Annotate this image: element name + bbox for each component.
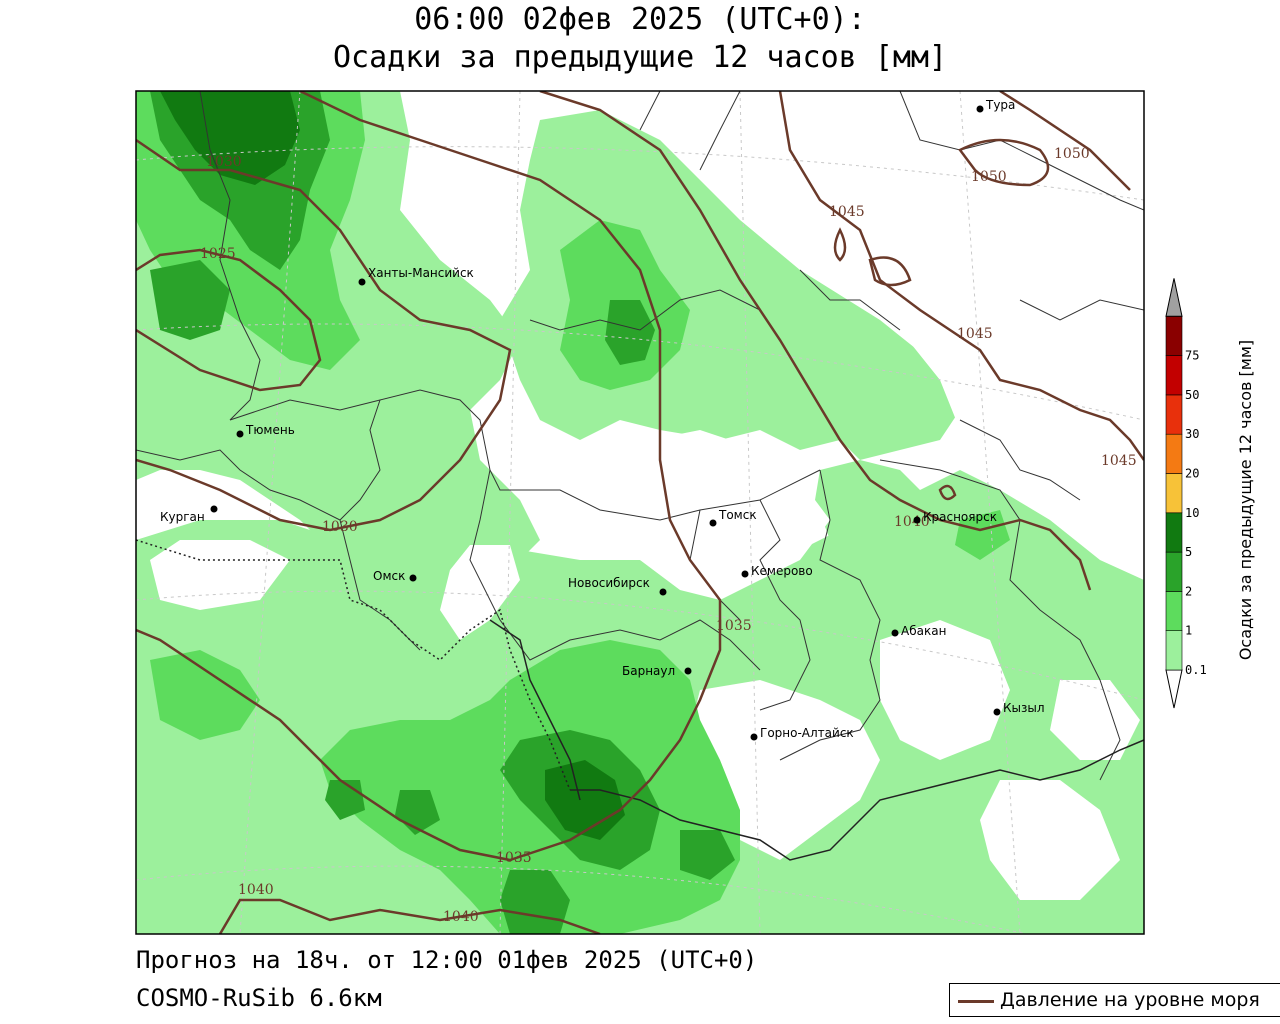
colorbar-segment <box>1165 394 1183 435</box>
city-barnaul: Барнаул <box>622 664 692 678</box>
city-kemerovo: Кемерово <box>741 564 813 578</box>
pressure-legend-line <box>958 1000 994 1003</box>
isobars <box>136 91 1144 934</box>
colorbar-segment <box>1165 630 1183 671</box>
city-kyzyl: Кызыл <box>993 701 1045 716</box>
colorbar-segment <box>1165 315 1183 356</box>
city-label: Новосибирск <box>568 576 650 590</box>
colorbar-tick-label: 2 <box>1185 584 1192 598</box>
isobar-labels: 1030 1025 1030 1035 1035 1040 1040 1040 … <box>200 146 1137 925</box>
map-title-time: 06:00 02фев 2025 (UTC+0): <box>414 2 866 37</box>
forecast-info: Прогноз на 18ч. от 12:00 01фев 2025 (UTC… <box>136 946 758 974</box>
city-label: Курган <box>160 510 205 524</box>
isobar-label: 1045 <box>957 326 993 342</box>
map-title-variable: Осадки за предыдущие 12 часов [мм] <box>332 40 948 75</box>
state-border-south <box>489 619 1144 861</box>
city-label: Томск <box>718 508 757 522</box>
isobar-label: 1050 <box>971 169 1007 185</box>
city-label: Кызыл <box>1003 701 1045 715</box>
city-label: Ханты-Мансийск <box>368 266 474 280</box>
pressure-legend: Давление на уровне моря <box>949 983 1280 1017</box>
pressure-legend-label: Давление на уровне моря <box>1000 989 1260 1011</box>
colorbar-title: Осадки за предыдущие 12 часов [мм] <box>1236 339 1255 661</box>
city-abakan: Абакан <box>891 624 946 638</box>
colorbar-tick-label: 20 <box>1185 467 1199 481</box>
colorbar-segment <box>1165 551 1183 592</box>
city-label: Кемерово <box>751 564 813 578</box>
isobar-label: 1040 <box>443 909 479 925</box>
isobar-label: 1040 <box>238 882 274 898</box>
isobar-label: 1035 <box>496 850 532 866</box>
isobar-label: 1045 <box>1101 453 1137 469</box>
city-label: Тюмень <box>245 423 295 437</box>
isobar-label: 1050 <box>1054 146 1090 162</box>
colorbar-tick-label: 0.1 <box>1185 663 1207 677</box>
city-label: Омск <box>373 569 405 583</box>
city-gorno-altaysk: Горно-Алтайск <box>750 726 854 741</box>
city-label: Горно-Алтайск <box>760 726 854 740</box>
colorbar: 0.1 1 2 5 10 20 30 50 75 <box>1165 278 1207 709</box>
city-label: Красноярск <box>923 510 997 524</box>
colorbar-tick-label: 1 <box>1185 624 1192 638</box>
national-border <box>136 539 571 791</box>
region-borders <box>136 91 1144 781</box>
dry-area-north <box>640 91 1144 540</box>
colorbar-under-triangle <box>1165 669 1183 709</box>
isobar-label: 1025 <box>200 246 236 262</box>
isobar-label: 1040 <box>894 514 930 530</box>
isobar-label: 1030 <box>206 154 242 170</box>
city-omsk: Омск <box>373 569 417 583</box>
colorbar-segment <box>1165 473 1183 514</box>
colorbar-over-triangle <box>1165 278 1183 317</box>
colorbar-segment <box>1165 512 1183 553</box>
city-label: Абакан <box>901 624 946 638</box>
colorbar-tick-label: 10 <box>1185 506 1199 520</box>
isobar-label: 1045 <box>829 204 865 220</box>
city-krasnoyarsk: Красноярск <box>913 510 997 524</box>
colorbar-tick-label: 50 <box>1185 388 1199 402</box>
isobar-label: 1035 <box>716 618 752 634</box>
colorbar-tick-label: 75 <box>1185 349 1199 363</box>
colorbar-segment <box>1165 355 1183 396</box>
city-khanty-mansiysk: Ханты-Мансийск <box>358 266 474 286</box>
city-tyumen: Тюмень <box>236 423 295 438</box>
city-markers: Тура Ханты-Мансийск Тюмень Курган Омск Н… <box>160 98 1045 741</box>
colorbar-segment <box>1165 591 1183 632</box>
map-frame <box>135 90 1145 935</box>
colorbar-tick-label: 30 <box>1185 427 1199 441</box>
colorbar-tick-label: 5 <box>1185 545 1192 559</box>
city-label: Барнаул <box>622 664 675 678</box>
city-tura: Тура <box>976 98 1015 113</box>
graticule <box>136 91 1144 934</box>
city-kurgan: Курган <box>160 505 218 524</box>
city-novosibirsk: Новосибирск <box>568 576 667 596</box>
model-info: COSMO-RuSib 6.6км <box>136 984 382 1012</box>
isobar-label: 1030 <box>322 519 358 535</box>
city-label: Тура <box>985 98 1015 112</box>
city-tomsk: Томск <box>709 508 757 527</box>
colorbar-segment <box>1165 433 1183 474</box>
